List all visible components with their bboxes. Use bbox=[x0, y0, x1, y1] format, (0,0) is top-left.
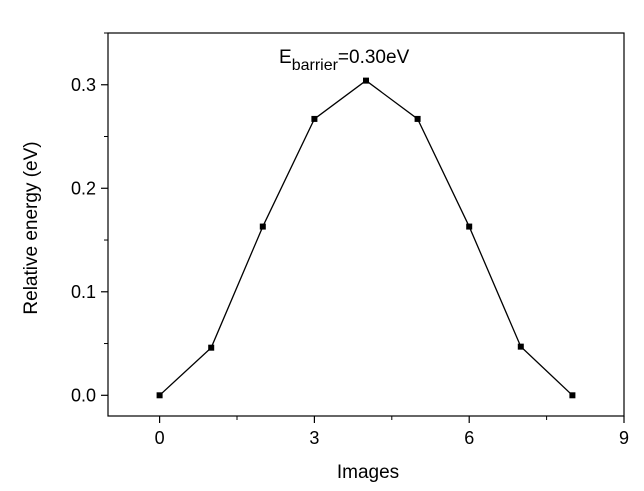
y-tick-label: 0.0 bbox=[71, 385, 96, 405]
y-tick-label: 0.2 bbox=[71, 178, 96, 198]
axis-ticks bbox=[101, 32, 625, 423]
x-axis-title: Images bbox=[337, 462, 399, 483]
y-axis-title: Relative energy (eV) bbox=[21, 141, 42, 314]
y-tick-label: 0.1 bbox=[71, 282, 96, 302]
x-tick-label: 3 bbox=[309, 428, 319, 448]
data-point bbox=[466, 223, 473, 230]
data-point bbox=[311, 115, 318, 122]
tick-labels: 0 3 6 9 0.0 0.1 0.2 0.3 bbox=[71, 75, 629, 448]
y-tick-label: 0.3 bbox=[71, 75, 96, 95]
data-points bbox=[156, 77, 576, 399]
annotation: Ebarrier=0.30eV bbox=[279, 47, 410, 74]
annotation-value: =0.30eV bbox=[338, 47, 410, 68]
plot-frame bbox=[107, 32, 625, 417]
annotation-subscript: barrier bbox=[292, 57, 339, 74]
data-point bbox=[156, 392, 163, 399]
data-point bbox=[259, 223, 266, 230]
data-point bbox=[363, 77, 369, 84]
data-point bbox=[517, 343, 524, 350]
data-point bbox=[208, 344, 215, 351]
x-tick-label: 9 bbox=[619, 428, 629, 448]
x-tick-label: 6 bbox=[464, 428, 474, 448]
data-point bbox=[414, 115, 421, 122]
annotation-base: E bbox=[279, 47, 292, 68]
data-point bbox=[569, 392, 576, 399]
x-tick-label: 0 bbox=[155, 428, 165, 448]
series-line bbox=[159, 79, 573, 396]
